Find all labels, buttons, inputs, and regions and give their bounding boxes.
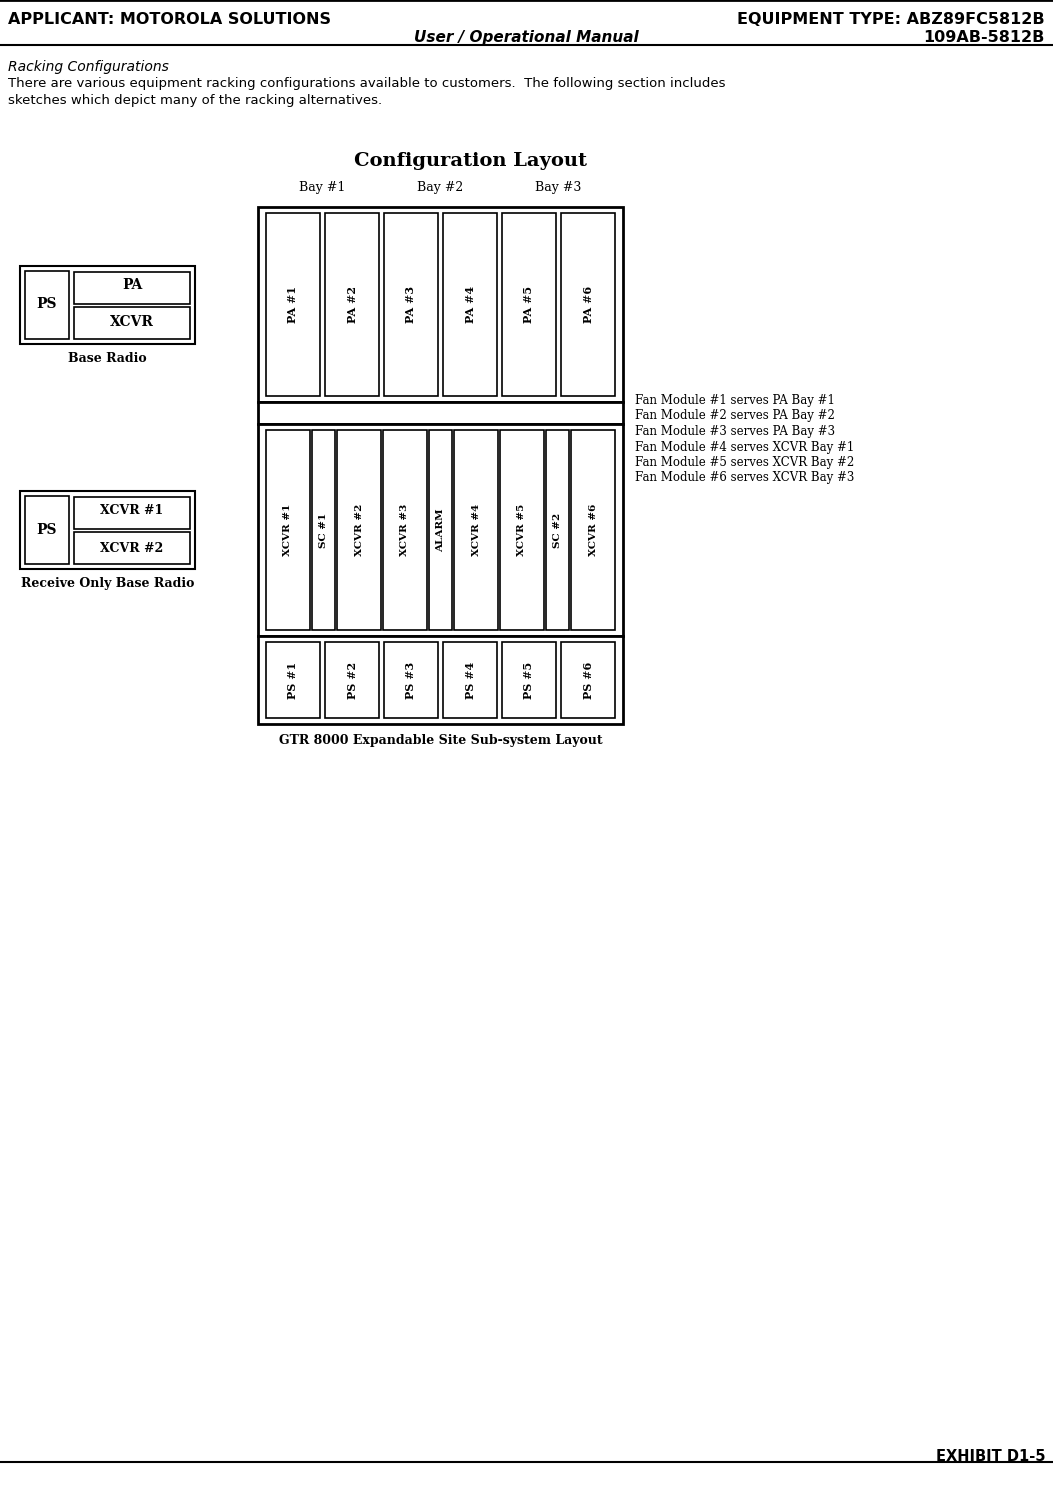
Bar [312, 430, 336, 630]
Bar [20, 491, 195, 568]
Bar [384, 642, 438, 718]
Bar [266, 642, 320, 718]
Text: PA #6: PA #6 [582, 286, 594, 324]
Bar [258, 401, 623, 424]
Text: XCVR #3: XCVR #3 [400, 504, 410, 557]
Bar [337, 430, 381, 630]
Text: PA #2: PA #2 [346, 286, 358, 322]
Text: Fan Module #5 serves XCVR Bay #2: Fan Module #5 serves XCVR Bay #2 [635, 457, 854, 468]
Text: Racking Configurations: Racking Configurations [8, 60, 168, 75]
Text: XCVR: XCVR [111, 315, 154, 330]
Text: Base Radio: Base Radio [68, 352, 146, 364]
Bar [443, 213, 497, 395]
Text: Configuration Layout: Configuration Layout [354, 152, 587, 170]
Text: XCVR #6: XCVR #6 [589, 504, 598, 557]
Text: 109AB-5812B: 109AB-5812B [923, 30, 1045, 45]
Bar [325, 642, 379, 718]
Text: APPLICANT: MOTOROLA SOLUTIONS: APPLICANT: MOTOROLA SOLUTIONS [8, 12, 331, 27]
Text: Fan Module #4 serves XCVR Bay #1: Fan Module #4 serves XCVR Bay #1 [635, 440, 854, 454]
Bar [455, 430, 498, 630]
Text: XCVR #1: XCVR #1 [283, 504, 293, 557]
Bar [561, 213, 615, 395]
Text: Fan Module #6 serves XCVR Bay #3: Fan Module #6 serves XCVR Bay #3 [635, 471, 854, 485]
Text: Fan Module #2 serves PA Bay #2: Fan Module #2 serves PA Bay #2 [635, 409, 835, 422]
Text: sketches which depict many of the racking alternatives.: sketches which depict many of the rackin… [8, 94, 382, 107]
Text: XCVR #2: XCVR #2 [355, 504, 363, 557]
Text: Bay #3: Bay #3 [535, 181, 581, 194]
Text: SC #1: SC #1 [319, 512, 327, 548]
Bar [502, 642, 556, 718]
Text: PA #4: PA #4 [464, 286, 476, 324]
Text: There are various equipment racking configurations available to customers.  The : There are various equipment racking conf… [8, 78, 726, 90]
Text: PS: PS [37, 297, 57, 312]
Text: User / Operational Manual: User / Operational Manual [414, 30, 638, 45]
Bar [443, 642, 497, 718]
Text: PS #2: PS #2 [346, 661, 358, 698]
Bar [74, 272, 190, 303]
Bar [325, 213, 379, 395]
Bar [429, 430, 453, 630]
Bar [502, 213, 556, 395]
Text: PS #5: PS #5 [523, 661, 535, 698]
Bar [258, 207, 623, 401]
Text: PS #6: PS #6 [582, 661, 594, 698]
Text: XCVR #1: XCVR #1 [100, 504, 163, 518]
Text: XCVR #2: XCVR #2 [100, 542, 163, 555]
Text: PA: PA [122, 278, 142, 292]
Text: PA #3: PA #3 [405, 286, 417, 324]
Text: Fan Module #3 serves PA Bay #3: Fan Module #3 serves PA Bay #3 [635, 425, 835, 439]
Text: EXHIBIT D1-5: EXHIBIT D1-5 [935, 1449, 1045, 1464]
Bar [384, 213, 438, 395]
Bar [74, 533, 190, 564]
Bar [74, 306, 190, 339]
Bar [74, 497, 190, 530]
Text: PS #3: PS #3 [405, 661, 417, 698]
Bar [266, 213, 320, 395]
Bar [545, 430, 570, 630]
Bar [25, 270, 69, 339]
Bar [25, 495, 69, 564]
Text: Bay #1: Bay #1 [299, 181, 345, 194]
Bar [383, 430, 426, 630]
Bar [561, 642, 615, 718]
Bar [572, 430, 615, 630]
Text: Bay #2: Bay #2 [417, 181, 463, 194]
Text: PS #1: PS #1 [287, 661, 298, 698]
Text: EQUIPMENT TYPE: ABZ89FC5812B: EQUIPMENT TYPE: ABZ89FC5812B [737, 12, 1045, 27]
Bar [266, 430, 310, 630]
Bar [500, 430, 543, 630]
Text: XCVR #4: XCVR #4 [472, 504, 481, 557]
Text: PA #1: PA #1 [287, 286, 298, 322]
Text: Fan Module #1 serves PA Bay #1: Fan Module #1 serves PA Bay #1 [635, 394, 835, 407]
Text: ALARM: ALARM [436, 509, 445, 552]
Text: Receive Only Base Radio: Receive Only Base Radio [21, 577, 194, 589]
Text: SC #2: SC #2 [553, 512, 562, 548]
Bar [20, 266, 195, 343]
Text: PS #4: PS #4 [464, 661, 476, 698]
Text: GTR 8000 Expandable Site Sub-system Layout: GTR 8000 Expandable Site Sub-system Layo… [279, 734, 602, 747]
Bar [258, 424, 623, 636]
Text: PA #5: PA #5 [523, 286, 535, 324]
Text: XCVR #5: XCVR #5 [517, 504, 526, 557]
Text: PS: PS [37, 524, 57, 537]
Bar [258, 636, 623, 724]
